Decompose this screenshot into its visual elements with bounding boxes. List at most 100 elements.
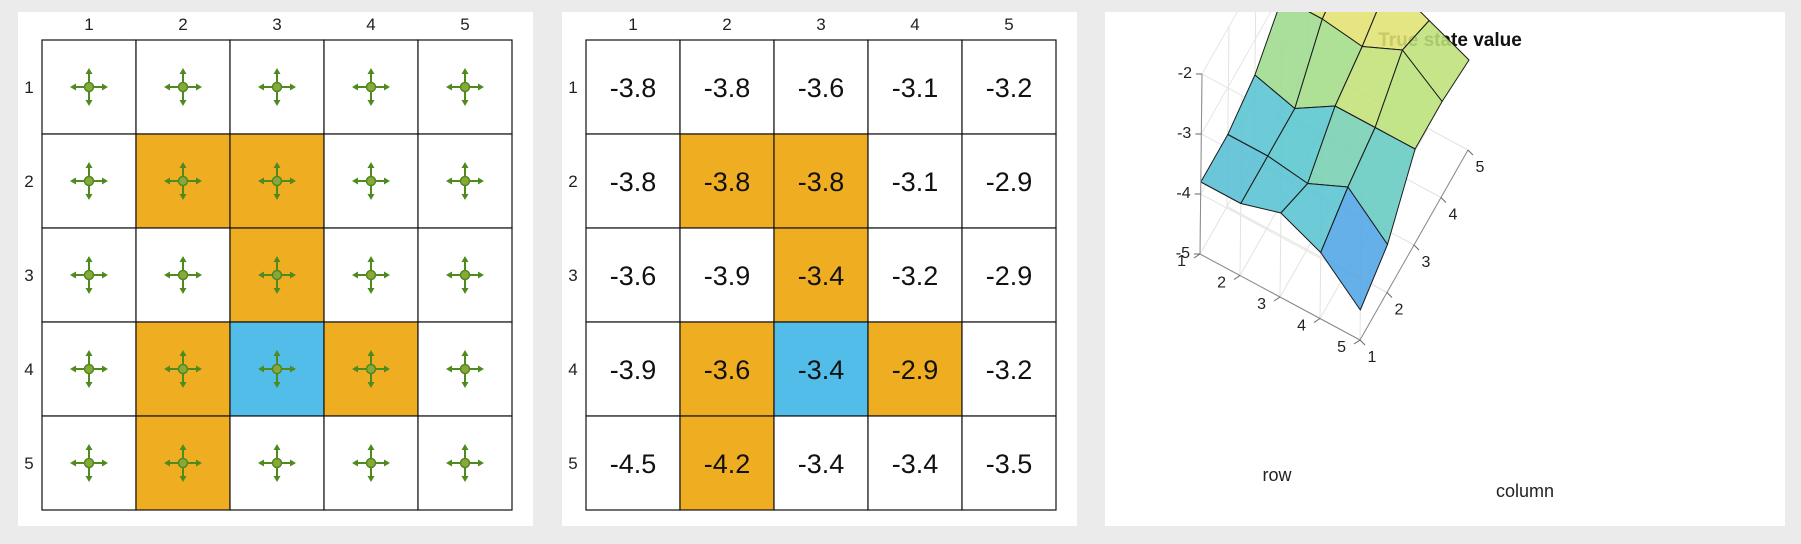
grid-cell-white — [773, 415, 869, 511]
state-value-grid: -3.8 -3.8 -3.6 -3.1 -3.2 -3.8 -3.8 -3.8 -3.1 -2.9… — [568, 15, 1057, 511]
row-tick-label: 2 — [24, 172, 33, 191]
column-tick-label: 1 — [628, 15, 637, 34]
state-value-label: -3.4 — [798, 355, 845, 385]
state-value-label: -4.2 — [704, 449, 751, 479]
column-tick-label: 2 — [178, 15, 187, 34]
all-directions-arrows-icon — [446, 350, 484, 388]
grid-cell-white — [585, 415, 681, 511]
row-tick-label: 5 — [568, 454, 577, 473]
all-directions-arrows-icon — [258, 444, 296, 482]
all-directions-arrows-icon — [352, 350, 390, 388]
all-directions-arrows-icon — [164, 350, 202, 388]
row-tick-label: 4 — [568, 360, 577, 379]
all-directions-arrows-icon — [70, 350, 108, 388]
z-tick-label: -5 — [1176, 245, 1190, 262]
all-directions-arrows-icon — [164, 256, 202, 294]
all-directions-arrows-icon — [164, 162, 202, 200]
state-value-label: -2.9 — [986, 167, 1033, 197]
grid-cell-white — [961, 415, 1057, 511]
state-value-label: -3.2 — [892, 261, 939, 291]
z-axis-line — [1199, 73, 1203, 255]
row-tick-label: 5 — [24, 454, 33, 473]
column-tick-label: 3 — [1422, 254, 1431, 271]
grid-cell-white — [773, 39, 869, 135]
all-directions-arrows-icon — [352, 256, 390, 294]
row-tick-label: 3 — [568, 266, 577, 285]
column-tick-label: 4 — [366, 15, 375, 34]
all-directions-arrows-icon — [258, 162, 296, 200]
grid-cell-white — [585, 133, 681, 229]
all-directions-arrows-icon — [164, 68, 202, 106]
state-value-label: -3.8 — [610, 73, 657, 103]
row-tick-label: 5 — [1337, 339, 1346, 356]
row-tick-label: 1 — [568, 78, 577, 97]
all-directions-arrows-icon — [352, 162, 390, 200]
all-directions-arrows-icon — [70, 68, 108, 106]
grid-cell-white — [679, 39, 775, 135]
row-tick-label: 3 — [1257, 296, 1266, 313]
grid-cell-forbidden — [773, 133, 869, 229]
state-value-label: -2.9 — [892, 355, 939, 385]
state-value-label: -3.8 — [610, 167, 657, 197]
state-value-label: -2.9 — [986, 261, 1033, 291]
state-value-label: -3.8 — [704, 167, 751, 197]
all-directions-arrows-icon — [258, 350, 296, 388]
state-value-label: -3.4 — [798, 261, 845, 291]
all-directions-arrows-icon — [446, 256, 484, 294]
state-value-label: -3.2 — [986, 355, 1033, 385]
state-value-label: -3.9 — [610, 355, 657, 385]
column-tick-label: 4 — [1449, 207, 1458, 224]
column-tick-label: 3 — [272, 15, 281, 34]
state-value-label: -3.6 — [798, 73, 845, 103]
grid-cell-white — [867, 133, 963, 229]
state-value-label: -3.8 — [704, 73, 751, 103]
row-axis-label: row — [1262, 465, 1292, 485]
row-tick-label: 2 — [1217, 275, 1226, 292]
true-state-value-surface-panel: True state value row column -2-3-4-51234… — [1105, 12, 1785, 526]
grid-cell-target — [773, 321, 869, 417]
all-directions-arrows-icon — [446, 444, 484, 482]
grid-cell-white — [961, 133, 1057, 229]
column-tick-label: 4 — [910, 15, 919, 34]
all-directions-arrows-icon — [352, 68, 390, 106]
column-tick-label: 5 — [1004, 15, 1013, 34]
state-value-label: -3.1 — [892, 167, 939, 197]
column-tick-label: 5 — [460, 15, 469, 34]
z-tick-label: -3 — [1177, 125, 1191, 142]
state-value-label: -3.5 — [986, 449, 1033, 479]
z-tick-label: -2 — [1178, 65, 1192, 82]
state-value-label: -3.6 — [704, 355, 751, 385]
column-tick-label: 3 — [816, 15, 825, 34]
row-tick-label: 4 — [1297, 318, 1306, 335]
grid-cell-white — [867, 227, 963, 323]
row-tick-label: 3 — [24, 266, 33, 285]
column-axis-label: column — [1496, 481, 1554, 501]
grid-cell-white — [679, 227, 775, 323]
state-value-label: -3.1 — [892, 73, 939, 103]
row-tick-label: 4 — [24, 360, 33, 379]
grid-cell-forbidden — [773, 227, 869, 323]
row-tick-label: 2 — [568, 172, 577, 191]
row-tick-label: 1 — [24, 78, 33, 97]
all-directions-arrows-icon — [446, 162, 484, 200]
all-directions-arrows-icon — [164, 444, 202, 482]
grid-cell-forbidden — [679, 415, 775, 511]
policy-grid-panel: 1 2 3 4 5 1 2 3 4 5 — [18, 12, 533, 526]
grid-cell-forbidden — [679, 321, 775, 417]
column-tick-label: 5 — [1476, 159, 1485, 176]
column-tick-label: 1 — [84, 15, 93, 34]
column-tick-label: 2 — [722, 15, 731, 34]
grid-cell-white — [867, 415, 963, 511]
row-tick-label: 1 — [1177, 253, 1186, 270]
state-value-label: -3.2 — [986, 73, 1033, 103]
all-directions-arrows-icon — [352, 444, 390, 482]
state-value-label: -3.9 — [704, 261, 751, 291]
state-value-label: -4.5 — [610, 449, 657, 479]
grid-cell-white — [585, 321, 681, 417]
all-directions-arrows-icon — [258, 68, 296, 106]
z-tick-label: -4 — [1176, 185, 1190, 202]
policy-grid: 1 2 3 4 5 1 2 3 4 5 — [24, 15, 513, 511]
state-value-label: -3.4 — [798, 449, 845, 479]
surface-patch — [1320, 186, 1388, 311]
true-state-value-surface: True state value row column -2-3-4-51234… — [1176, 12, 1554, 501]
